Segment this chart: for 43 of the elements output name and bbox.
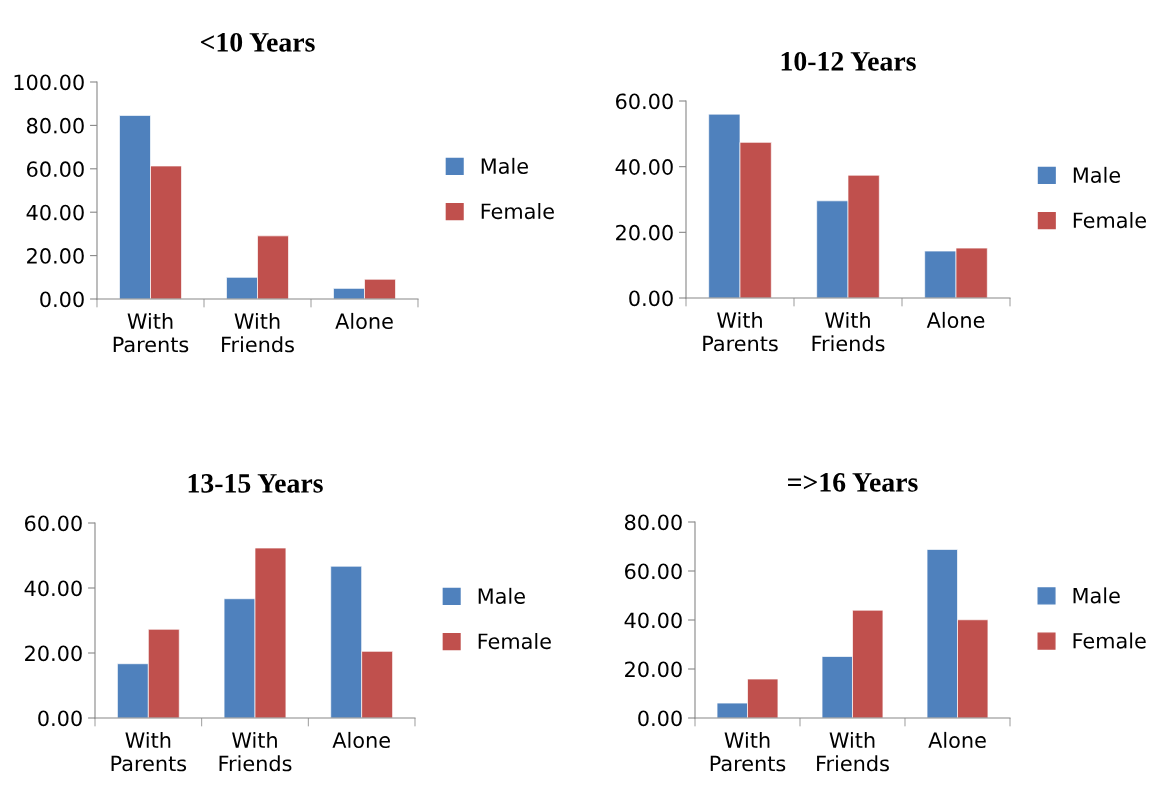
- y-tick-label: 80.00: [26, 117, 84, 134]
- legend-label: Female: [478, 633, 551, 650]
- chart-title: 13-15 Years: [188, 474, 323, 493]
- y-tick-label: 60.00: [25, 515, 82, 532]
- y-tick-label: 100.00: [14, 74, 84, 91]
- y-tick-label: 20.00: [25, 645, 82, 662]
- chart-title: 10-12 Years: [781, 51, 916, 71]
- x-tick-label: With Parents: [113, 312, 189, 353]
- y-tick-label: 0.00: [40, 291, 84, 308]
- legend-label: Male: [481, 157, 528, 174]
- y-tick-label: 0.00: [38, 710, 82, 727]
- chart-title: =>16 Years: [788, 473, 918, 492]
- x-tick-label: With Friends: [812, 311, 885, 352]
- x-tick-label: With Friends: [222, 312, 294, 353]
- x-tick-label: With Parents: [111, 731, 187, 772]
- y-tick-label: 40.00: [624, 612, 682, 629]
- y-tick-label: 0.00: [629, 290, 673, 307]
- x-tick-label: With Friends: [817, 731, 889, 772]
- chart-title: <10 Years: [200, 32, 315, 52]
- legend-label: Male: [478, 587, 525, 604]
- legend-label: Male: [1073, 166, 1121, 183]
- x-tick-label: Alone: [926, 311, 985, 329]
- x-tick-label: With Parents: [703, 311, 778, 352]
- y-tick-label: 20.00: [616, 224, 673, 241]
- legend-label: Female: [1073, 632, 1146, 649]
- x-tick-label: Alone: [335, 312, 393, 330]
- legend-label: Female: [1073, 212, 1147, 229]
- y-tick-label: 80.00: [624, 514, 682, 531]
- x-tick-label: Alone: [332, 731, 390, 749]
- y-tick-label: 40.00: [26, 204, 84, 221]
- y-tick-label: 60.00: [625, 563, 682, 580]
- y-tick-label: 0.00: [638, 710, 682, 727]
- x-tick-label: With Friends: [219, 731, 292, 772]
- y-tick-label: 40.00: [24, 580, 82, 597]
- x-tick-label: With Parents: [710, 731, 786, 772]
- y-tick-label: 40.00: [615, 159, 673, 175]
- y-tick-label: 60.00: [27, 161, 84, 178]
- legend-label: Female: [481, 203, 554, 220]
- y-tick-label: 20.00: [625, 661, 682, 678]
- y-tick-label: 20.00: [27, 248, 84, 264]
- legend-label: Male: [1073, 587, 1120, 604]
- x-tick-label: Alone: [928, 731, 986, 749]
- y-tick-label: 60.00: [616, 93, 673, 110]
